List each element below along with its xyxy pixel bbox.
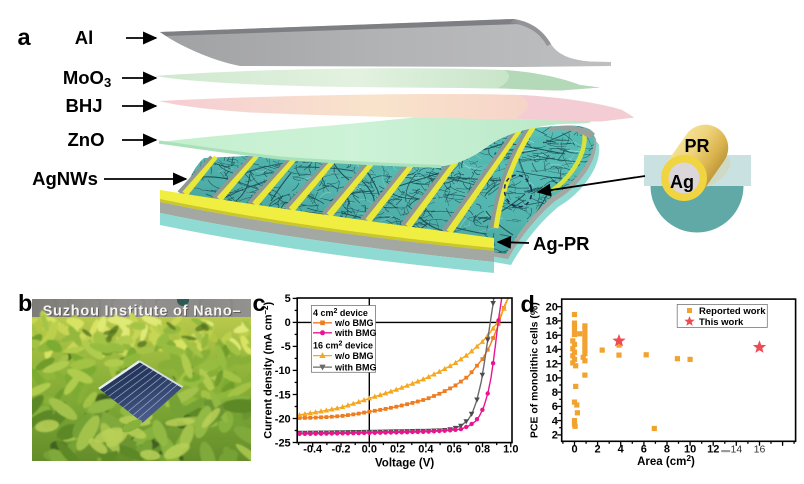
svg-text:Ag: Ag (670, 172, 694, 192)
svg-text:-20: -20 (275, 413, 291, 425)
svg-text:-0.2: -0.2 (332, 444, 351, 456)
svg-text:with BMG: with BMG (334, 363, 377, 373)
svg-text:14: 14 (730, 444, 742, 456)
svg-text:Area (cm2): Area (cm2) (637, 453, 695, 468)
svg-text:This work: This work (699, 317, 744, 328)
svg-text:12: 12 (546, 358, 558, 370)
svg-text:Voltage (V): Voltage (V) (375, 458, 434, 470)
svg-text:Ag-PR: Ag-PR (533, 233, 590, 254)
svg-text:10: 10 (684, 444, 696, 456)
svg-text:-25: -25 (275, 437, 291, 449)
svg-text:c: c (253, 290, 266, 316)
svg-text:0.0: 0.0 (362, 444, 377, 456)
svg-text:16: 16 (754, 444, 766, 456)
svg-text:MoO3: MoO3 (63, 67, 111, 90)
svg-text:0.2: 0.2 (390, 444, 405, 456)
svg-text:1.0: 1.0 (503, 444, 518, 456)
svg-text:8: 8 (552, 387, 558, 399)
svg-text:6: 6 (552, 401, 558, 413)
svg-text:6: 6 (641, 444, 647, 456)
svg-text:-0.4: -0.4 (303, 444, 323, 456)
svg-text:20: 20 (546, 302, 558, 314)
svg-text:18: 18 (546, 316, 558, 328)
svg-text:0: 0 (285, 317, 291, 329)
svg-text:10: 10 (546, 373, 558, 385)
svg-text:4 cm2 device: 4 cm2 device (313, 308, 368, 318)
svg-text:0.4: 0.4 (418, 444, 434, 456)
svg-text:4: 4 (618, 444, 625, 456)
svg-text:4: 4 (552, 415, 559, 427)
svg-text:-5: -5 (281, 341, 291, 353)
svg-text:2: 2 (552, 430, 558, 442)
svg-text:w/o BMG: w/o BMG (334, 318, 374, 328)
svg-text:Al: Al (75, 27, 94, 48)
svg-text:16 cm2 device: 16 cm2 device (313, 341, 373, 351)
svg-text:Reported work: Reported work (699, 306, 766, 317)
svg-text:w/o BMG: w/o BMG (334, 351, 374, 361)
svg-text:-10: -10 (275, 365, 291, 377)
svg-text:0.6: 0.6 (447, 444, 462, 456)
svg-text:d: d (521, 291, 535, 317)
svg-text:a: a (18, 24, 32, 50)
svg-text:PR: PR (684, 136, 709, 156)
svg-text:Suzhou Institute of Nano–: Suzhou Institute of Nano– (44, 305, 243, 321)
svg-text:AgNWs: AgNWs (32, 168, 98, 189)
svg-text:-15: -15 (275, 389, 291, 401)
svg-text:ZnO: ZnO (68, 129, 105, 150)
svg-text:0: 0 (571, 444, 577, 456)
svg-text:2: 2 (595, 444, 601, 456)
svg-text:16: 16 (546, 330, 558, 342)
svg-text:PCE of monolithic cells (%): PCE of monolithic cells (%) (529, 302, 541, 438)
svg-text:Suzhou Institute of Nano–: Suzhou Institute of Nano– (43, 304, 242, 320)
svg-text:b: b (18, 290, 32, 316)
svg-text:5: 5 (285, 293, 291, 305)
svg-text:12: 12 (707, 444, 719, 456)
svg-text:with BMG: with BMG (334, 328, 377, 338)
svg-text:14: 14 (546, 344, 559, 356)
svg-text:0.8: 0.8 (475, 444, 490, 456)
svg-text:Current density (mA cm–2): Current density (mA cm–2) (261, 302, 275, 439)
svg-text:BHJ: BHJ (65, 95, 102, 116)
svg-text:8: 8 (664, 444, 670, 456)
